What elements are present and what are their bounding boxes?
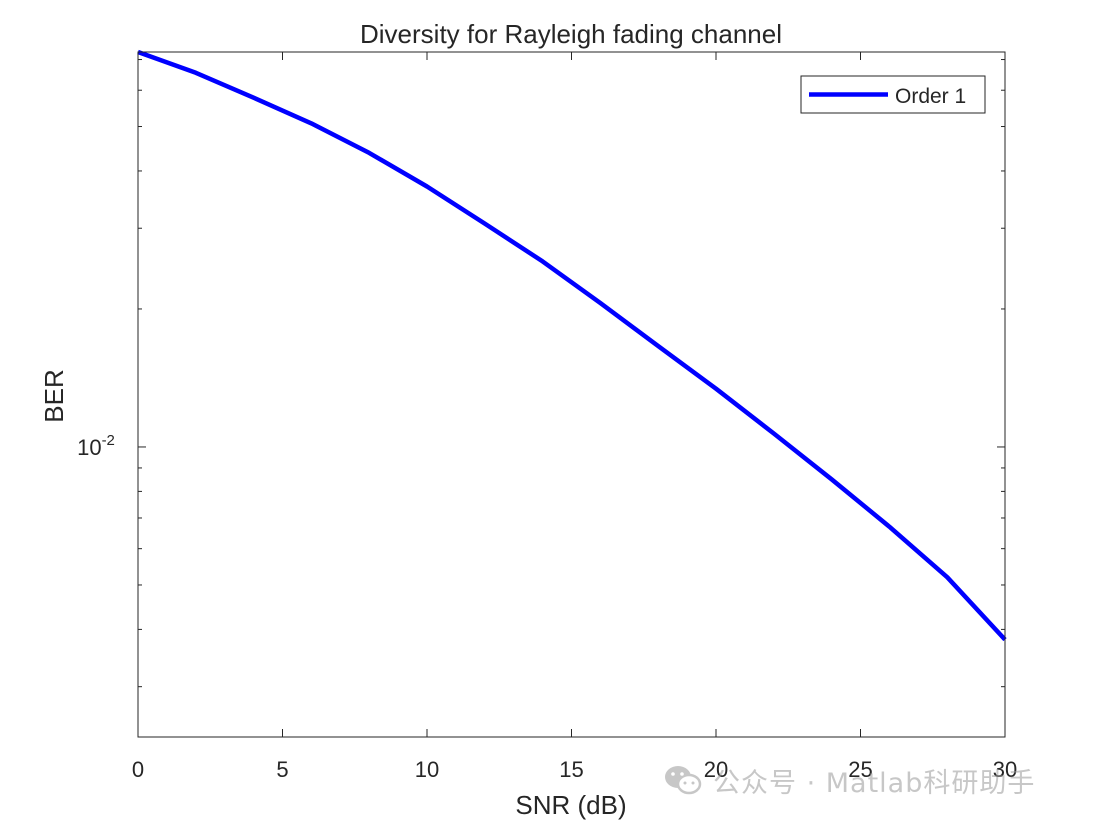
axes-box <box>137 51 1006 738</box>
y-tick-label: 10-2 <box>77 432 115 460</box>
wechat-icon <box>665 766 702 795</box>
x-tick-label: 20 <box>704 757 728 782</box>
x-tick-label: 30 <box>993 757 1017 782</box>
x-tick-label: 25 <box>848 757 872 782</box>
x-tick-label: 5 <box>276 757 288 782</box>
x-tick-label: 15 <box>559 757 583 782</box>
x-tick-label: 0 <box>132 757 144 782</box>
legend-label: Order 1 <box>895 85 966 108</box>
chart-title: Diversity for Rayleigh fading channel <box>360 19 782 49</box>
y-axis-label: BER <box>39 369 69 422</box>
watermark: 公众号 · Matlab科研助手 <box>663 760 1035 800</box>
plot-area <box>138 52 1005 737</box>
x-tick-labels: 0 5 10 15 20 25 30 <box>132 757 1017 782</box>
y-tick-labels: 10-2 <box>77 432 115 460</box>
watermark-text: 公众号 · Matlab科研助手 <box>713 767 1036 799</box>
legend[interactable]: Order 1 <box>800 75 986 114</box>
tick-marks <box>137 52 1006 737</box>
x-tick-label: 10 <box>415 757 439 782</box>
x-axis-label: SNR (dB) <box>515 790 626 820</box>
series-line-order-1 <box>137 49 1007 642</box>
